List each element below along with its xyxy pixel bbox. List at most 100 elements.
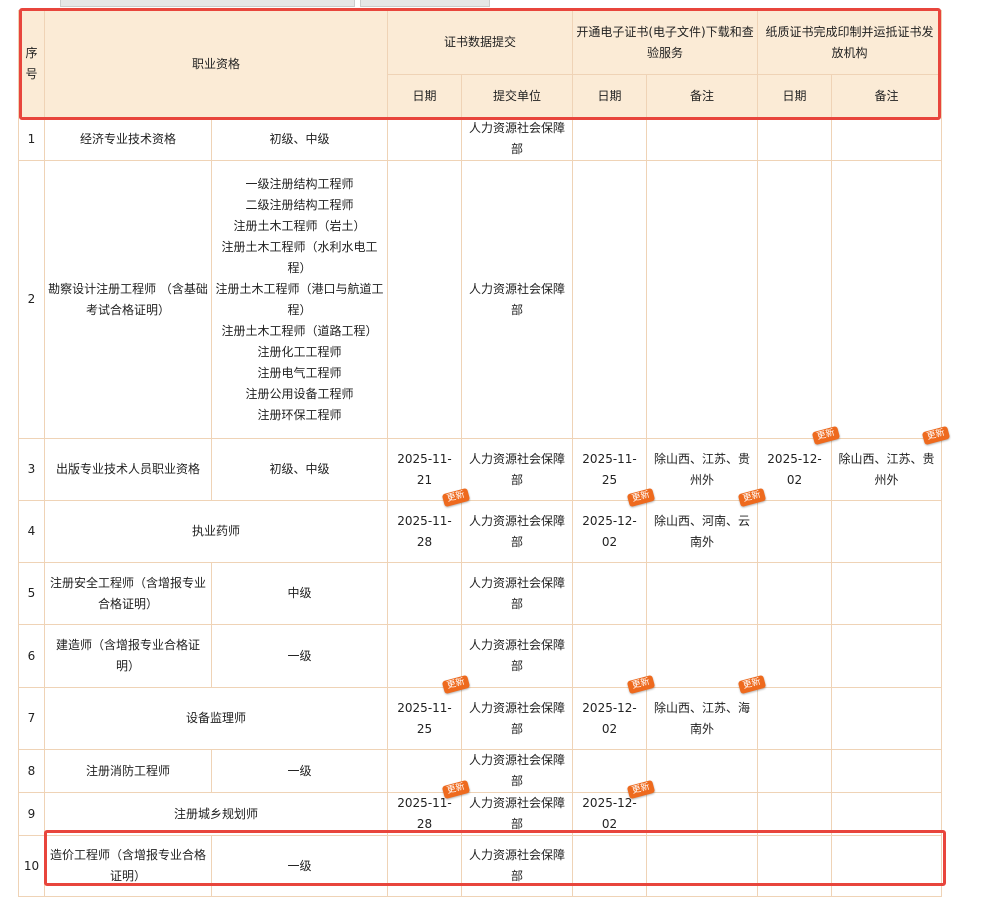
qualification-name-cell: 经济专业技术资格	[44, 117, 212, 161]
paper-note-cell	[831, 835, 943, 897]
electronic-note-cell	[646, 160, 759, 439]
qualification-name-cell-text: 经济专业技术资格	[79, 131, 176, 146]
paper-date-cell	[757, 500, 833, 563]
electronic-note-cell-text: 除山西、河南、云南外	[654, 513, 751, 549]
submit-unit-cell: 人力资源社会保障部	[461, 500, 574, 563]
electronic-date-cell	[572, 117, 648, 161]
qualification-name-cell: 注册城乡规划师	[43, 792, 389, 836]
table-row: 4 执业药师 2025-11-28 更新 人力资源社会保障部 2025-12-02 更新 除山…	[18, 487, 943, 563]
qualification-name-cell-text: 建造师（含增报专业合格证明）	[55, 638, 200, 673]
submit-unit-cell-text: 人力资源社会保障部	[469, 848, 566, 883]
submit-date-cell-text: 2025-11-28	[397, 796, 452, 831]
seq-cell: 6	[18, 624, 45, 688]
submit-unit-cell-text: 人力资源社会保障部	[469, 796, 566, 831]
qualification-level-cell: 初级、中级	[210, 438, 389, 501]
qualification-name-cell-text: 注册城乡规划师	[174, 806, 259, 821]
level-item: 一级	[287, 763, 312, 778]
header-qualification: 职业资格	[43, 10, 389, 118]
table-row: 7 设备监理师 2025-11-25 更新 人力资源社会保障部 2025-12-02 更新除…	[18, 674, 943, 750]
seq-cell-text: 2	[27, 292, 36, 306]
paper-note-cell	[831, 749, 943, 793]
submit-unit-cell: 人力资源社会保障部	[461, 117, 574, 161]
table-row: 2 勘察设计注册工程师 （含基础考试合格证明） 一级注册结构工程师 二级注册结构工程师…	[18, 160, 943, 439]
electronic-date-cell-text: 2025-11-25	[582, 451, 637, 487]
electronic-note-cell	[646, 624, 759, 688]
paper-note-cell	[831, 562, 943, 625]
submit-unit-cell: 人力资源社会保障部	[461, 792, 574, 836]
qualification-level-cell: 一级注册结构工程师 二级注册结构工程师 注册土木工程师（岩土） 注册土木工程师（水利水…	[210, 160, 389, 439]
table-row: 5 注册安全工程师（含增报专业合格证明） 中级 人力资源社会保障部	[18, 562, 943, 625]
electronic-note-cell: 除山西、江苏、海南外 更新	[646, 674, 767, 750]
submit-unit-cell: 人力资源社会保障部	[461, 160, 574, 439]
submit-date-cell: 2025-11-28 更新	[387, 779, 471, 836]
submit-date-cell	[387, 562, 463, 625]
electronic-date-cell-text: 2025-12-02	[582, 796, 637, 831]
tab-strip-1	[60, 0, 355, 7]
electronic-note-cell: 除山西、河南、云南外 更新	[646, 487, 767, 563]
header-seq: 序号	[18, 10, 45, 118]
submit-date-cell: 2025-11-21	[387, 438, 463, 501]
paper-note-cell-text: 除山西、江苏、贵州外	[838, 451, 935, 487]
electronic-date-cell: 2025-12-02 更新	[572, 779, 656, 836]
header-submit-date: 日期	[387, 74, 463, 118]
electronic-note-cell	[646, 117, 759, 161]
electronic-date-cell-text: 2025-12-02	[582, 700, 637, 736]
seq-cell: 3	[18, 438, 45, 501]
level-item: 注册土木工程师（港口与航道工程）	[215, 281, 384, 317]
submit-unit-cell-text: 人力资源社会保障部	[469, 753, 566, 788]
paper-date-cell: 2025-12-02 更新	[757, 425, 841, 501]
header-electronic-date: 日期	[572, 74, 648, 118]
level-item: 注册土木工程师（道路工程）	[221, 323, 378, 338]
level-item: 一级	[287, 648, 312, 663]
level-item: 注册环保工程师	[257, 407, 342, 422]
level-item: 注册化工工程师	[257, 344, 342, 359]
paper-note-cell	[831, 160, 943, 439]
electronic-note-cell: 除山西、江苏、贵州外	[646, 438, 759, 501]
submit-unit-cell-text: 人力资源社会保障部	[469, 451, 566, 487]
submit-unit-cell-text: 人力资源社会保障部	[469, 700, 566, 736]
paper-date-cell	[757, 792, 833, 836]
level-item: 二级注册结构工程师	[245, 197, 354, 212]
header-paper-date: 日期	[757, 74, 833, 118]
electronic-date-cell	[572, 160, 648, 439]
qualification-level-cell: 初级、中级	[210, 117, 389, 161]
header-submit: 证书数据提交	[387, 10, 574, 75]
level-item: 注册土木工程师（岩土）	[233, 218, 366, 233]
level-item: 注册电气工程师	[257, 365, 342, 380]
tab-strip-2	[360, 0, 490, 7]
seq-cell-text: 1	[27, 131, 36, 146]
qualification-name-cell-text: 执业药师	[192, 524, 241, 538]
seq-cell: 2	[18, 160, 45, 439]
qualification-name-cell-text: 造价工程师（含增报专业合格证明）	[49, 848, 206, 883]
submit-unit-cell-text: 人力资源社会保障部	[469, 638, 566, 673]
header-submit-unit: 提交单位	[461, 74, 574, 118]
seq-cell: 5	[18, 562, 45, 625]
submit-unit-cell: 人力资源社会保障部	[461, 687, 574, 750]
electronic-note-cell	[646, 835, 759, 897]
level-item: 中级	[287, 586, 312, 600]
qualification-name-cell: 设备监理师	[43, 687, 389, 750]
submit-date-cell: 2025-11-28 更新	[387, 487, 471, 563]
seq-cell-text: 4	[27, 524, 36, 538]
level-item: 注册土木工程师（水利水电工程）	[221, 239, 378, 275]
scrollbar[interactable]	[959, 0, 981, 899]
submit-date-cell-text: 2025-11-25	[397, 700, 452, 736]
submit-date-cell	[387, 117, 463, 161]
seq-cell-text: 6	[27, 648, 36, 663]
qualification-level-cell: 中级	[210, 562, 389, 625]
paper-date-cell	[757, 117, 833, 161]
submit-unit-cell: 人力资源社会保障部	[461, 835, 574, 897]
qualification-level-cell: 一级	[210, 835, 389, 897]
table-row: 6 建造师（含增报专业合格证明） 一级 人力资源社会保障部	[18, 624, 943, 688]
qualification-name-cell: 出版专业技术人员职业资格	[44, 438, 212, 501]
submit-unit-cell: 人力资源社会保障部	[461, 624, 574, 688]
submit-date-cell-text: 2025-11-28	[397, 513, 452, 549]
electronic-date-cell-text: 2025-12-02	[582, 513, 637, 549]
level-item: 初级、中级	[269, 462, 330, 476]
submit-unit-cell: 人力资源社会保障部	[461, 438, 574, 501]
level-item: 注册公用设备工程师	[245, 386, 354, 401]
qualification-name-cell: 建造师（含增报专业合格证明）	[44, 624, 212, 688]
qualification-name-cell-text: 勘察设计注册工程师 （含基础考试合格证明）	[48, 281, 208, 317]
paper-date-cell	[757, 749, 833, 793]
level-item: 初级、中级	[269, 131, 330, 146]
